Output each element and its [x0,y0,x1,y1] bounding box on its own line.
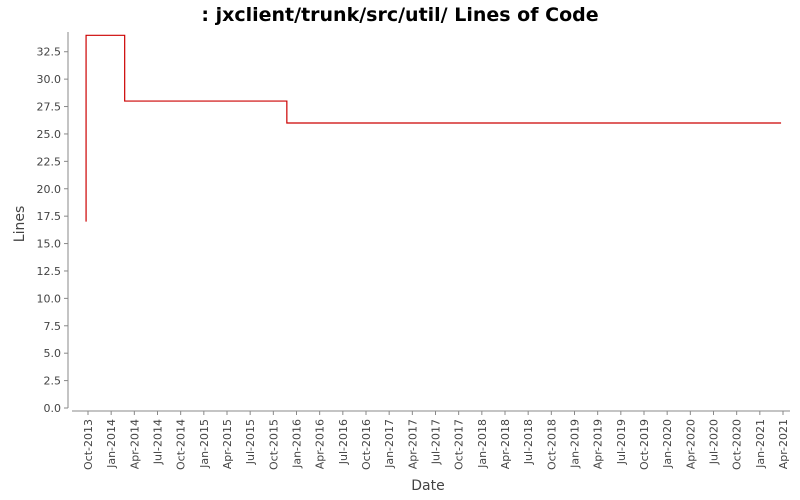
y-tick-label: 0.0 [44,402,62,415]
x-tick-label: Jul-2014 [152,419,165,465]
y-tick-label: 27.5 [37,101,62,114]
x-tick-label: Oct-2018 [545,419,558,470]
x-tick-label: Jul-2018 [522,419,535,465]
y-tick-label: 30.0 [37,73,62,86]
x-tick-label: Oct-2013 [82,419,95,470]
x-tick-label: Apr-2015 [221,419,234,469]
x-tick-label: Jan-2016 [291,419,304,469]
y-tick-label: 17.5 [37,210,62,223]
x-tick-label: Jan-2015 [198,419,211,469]
x-tick-label: Jul-2019 [615,419,628,465]
y-tick-label: 22.5 [37,155,62,168]
y-tick-label: 10.0 [37,292,62,305]
x-tick-label: Apr-2014 [128,419,141,469]
x-tick-label: Oct-2017 [453,419,466,470]
y-tick-label: 20.0 [37,183,62,196]
x-tick-label: Jan-2018 [476,419,489,469]
y-ticks: 0.0 2.5 5.0 7.5 10.0 12.5 15.0 17.5 20.0 22.5 25.0… [37,46,68,415]
y-tick-label: 2.5 [44,375,62,388]
x-tick-label: Apr-2019 [592,419,605,469]
x-tick-label: Oct-2015 [267,419,280,470]
x-tick-label: Oct-2016 [360,419,373,470]
chart-title: : jxclient/trunk/src/util/ Lines of Code [201,4,598,26]
y-tick-label: 15.0 [37,238,62,251]
series-line [85,34,782,222]
x-tick-label: Jan-2021 [754,419,767,469]
x-tick-label: Apr-2020 [684,419,697,469]
x-tick-label: Jan-2014 [105,419,118,469]
x-tick-label: Apr-2018 [499,419,512,469]
x-tick-label: Oct-2019 [638,419,651,470]
x-tick-label: Jan-2020 [661,419,674,469]
y-tick-label: 12.5 [37,265,62,278]
x-tick-label: Oct-2020 [731,419,744,470]
x-tick-label: Jan-2019 [569,419,582,469]
x-tick-label: Jan-2017 [383,419,396,469]
y-tick-label: 5.0 [44,347,62,360]
x-tick-label: Apr-2016 [314,419,327,469]
x-tick-label: Jul-2016 [337,419,350,465]
x-axis-label: Date [411,478,444,494]
x-tick-label: Apr-2021 [777,419,790,469]
x-tick-label: Jul-2020 [708,419,721,465]
x-tick-label: Apr-2017 [406,419,419,469]
y-tick-label: 25.0 [37,128,62,141]
y-tick-label: 7.5 [44,320,62,333]
y-tick-label: 32.5 [37,46,62,59]
x-tick-label: Jul-2017 [430,419,443,465]
x-tick-label: Jul-2015 [244,419,257,465]
plot-area [85,34,782,222]
x-tick-label: Oct-2014 [175,419,188,470]
x-ticks: Oct-2013 Jan-2014 Apr-2014 Jul-2014 Oct-2014… [82,411,790,470]
y-axis-label: Lines [12,206,28,242]
